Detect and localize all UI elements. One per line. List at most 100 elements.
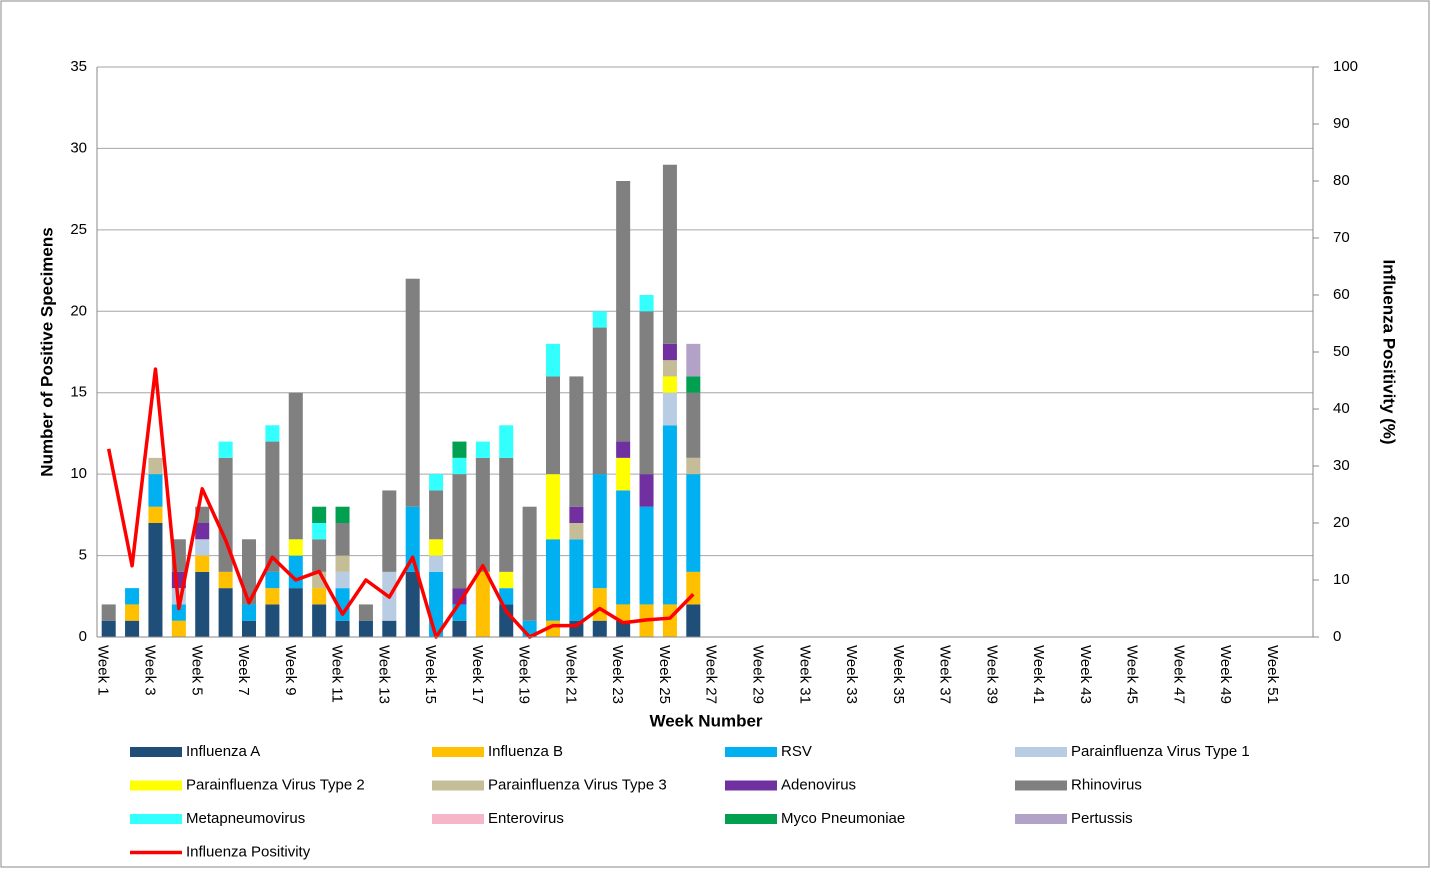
bar-segment — [218, 588, 233, 637]
x-tick-label: Week 11 — [329, 645, 346, 703]
bar-segment — [569, 539, 584, 621]
bar-segment — [405, 278, 420, 507]
bar-segment — [125, 620, 140, 637]
legend-swatch — [130, 780, 182, 791]
x-tick-label: Week 9 — [282, 645, 299, 696]
bar-segment — [148, 506, 163, 523]
bar-segment — [686, 604, 701, 637]
x-tick-label: Week 47 — [1170, 645, 1187, 704]
bar-segment — [171, 604, 186, 621]
bar-segment — [101, 620, 116, 637]
y2-tick-label: 30 — [1333, 457, 1350, 474]
bar-segment — [662, 376, 677, 393]
x-tick-label: Week 3 — [141, 645, 158, 696]
line-series — [106, 367, 695, 639]
y2-tick-label: 70 — [1333, 229, 1350, 246]
bar-segment — [312, 523, 327, 540]
bar-segment — [592, 311, 607, 328]
bar-segment — [592, 327, 607, 475]
y-tick-label: 15 — [70, 384, 87, 401]
y2-axis-title: Influenza Positivity (%) — [1380, 259, 1399, 444]
bar-segment — [148, 523, 163, 637]
bar-segment — [171, 620, 186, 637]
bar-segment — [639, 311, 654, 475]
bar-segment — [616, 181, 631, 442]
bar-segment — [569, 506, 584, 523]
bar-segment — [335, 571, 350, 589]
bar-segment — [686, 343, 701, 377]
bar-segment — [616, 457, 631, 491]
bar-segment — [545, 474, 561, 540]
x-tick-label: Week 43 — [1077, 645, 1094, 704]
bar-segment — [429, 539, 444, 556]
bar-segment — [686, 474, 701, 572]
legend-swatch — [432, 780, 484, 791]
bar-segment — [616, 490, 631, 605]
bar-segment — [312, 604, 327, 637]
y-tick-label: 0 — [79, 628, 87, 645]
bar-segment — [382, 490, 397, 572]
bar-segment — [545, 376, 561, 475]
bar-segment — [475, 571, 490, 637]
bar-segment — [429, 555, 444, 572]
x-axis-title: Week Number — [649, 711, 762, 730]
legend-label: Myco Pneumoniae — [781, 810, 905, 827]
bar-segment — [662, 164, 677, 344]
y2-tick-label: 40 — [1333, 400, 1350, 417]
bar-segment — [452, 457, 467, 475]
bar-segment — [241, 539, 257, 605]
bar-segment — [662, 604, 677, 637]
bar-segment — [195, 555, 210, 572]
x-tick-label: Week 1 — [95, 645, 112, 696]
legend-swatch — [725, 747, 777, 757]
x-tick-label: Week 21 — [562, 645, 579, 704]
bar-segment — [545, 539, 561, 621]
bar-segment — [639, 295, 654, 312]
y-tick-label: 35 — [70, 58, 87, 75]
bar-segment — [686, 376, 701, 393]
bar-segment — [335, 506, 350, 523]
bar-segment — [592, 474, 607, 589]
bar-segment — [265, 604, 280, 637]
bar-segment — [499, 588, 514, 605]
bar-segment — [499, 425, 514, 458]
y-tick-label: 10 — [70, 465, 87, 482]
bar-segment — [312, 588, 327, 605]
x-tick-label: Week 49 — [1217, 645, 1234, 704]
x-tick-label: Week 45 — [1124, 645, 1141, 704]
x-tick-label: Week 19 — [516, 645, 533, 704]
legend-swatch — [1015, 747, 1067, 757]
bar-segment — [288, 588, 303, 637]
x-tick-label: Week 17 — [469, 645, 486, 704]
bar-segment — [616, 441, 631, 458]
legend-swatch — [432, 814, 484, 824]
bar-segment — [429, 490, 444, 540]
y2-tick-label: 0 — [1333, 628, 1341, 645]
bar-segment — [148, 457, 163, 475]
legend-label: Enterovirus — [488, 810, 564, 827]
bar-segment — [125, 604, 140, 621]
bar-segment — [335, 588, 350, 621]
bar-segment — [592, 588, 607, 621]
bar-segment — [616, 620, 631, 637]
bar-segment — [405, 506, 420, 572]
bar-segment — [475, 457, 490, 572]
legend-label: Influenza A — [186, 743, 260, 760]
legend-swatch — [1015, 780, 1067, 791]
bar-segment — [218, 441, 233, 458]
legend-label: Parainfluenza Virus Type 3 — [488, 776, 667, 793]
bar-segment — [195, 539, 210, 556]
bar-segment — [265, 571, 280, 589]
bar-segment — [499, 604, 514, 637]
bar-segment — [662, 343, 677, 361]
bar-segment — [288, 392, 303, 540]
y-tick-label: 5 — [79, 547, 87, 564]
bar-segment — [335, 620, 350, 637]
bar-segment — [662, 425, 677, 605]
bar-segment — [452, 620, 467, 637]
legend-label: Rhinovirus — [1071, 776, 1142, 793]
bar-segment — [218, 457, 233, 572]
y-tick-label: 30 — [70, 139, 87, 156]
legend-swatch — [725, 780, 777, 791]
bar-segment — [288, 555, 303, 589]
